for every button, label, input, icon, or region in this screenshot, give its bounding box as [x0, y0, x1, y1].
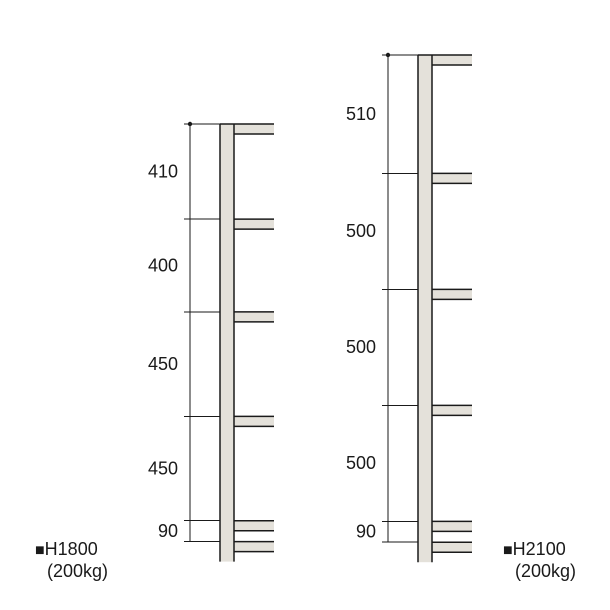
- shelf-fill: [432, 289, 472, 299]
- dimension-label: 500: [346, 337, 376, 357]
- shelf-fill: [234, 521, 274, 531]
- post-fill: [418, 55, 432, 562]
- shelf-fill: [234, 219, 274, 229]
- dimension-label: 410: [148, 161, 178, 181]
- model-label: ■H2100(200kg): [503, 539, 576, 581]
- model-label: ■H1800(200kg): [35, 539, 108, 581]
- dimension-label: 450: [148, 458, 178, 478]
- svg-text:(200kg): (200kg): [47, 561, 108, 581]
- shelf-fill: [432, 55, 472, 65]
- shelf-fill: [234, 542, 274, 552]
- dimension-label: 90: [158, 521, 178, 541]
- shelf-fill: [432, 405, 472, 415]
- shelf-fill: [234, 124, 274, 134]
- dimension-label: 450: [148, 354, 178, 374]
- svg-text:■H1800: ■H1800: [35, 539, 98, 559]
- dimension-label: 400: [148, 255, 178, 275]
- dimension-label: 500: [346, 453, 376, 473]
- shelf-fill: [432, 542, 472, 552]
- shelving-diagram: 4104004504509051050050050090■H1800(200kg…: [0, 0, 610, 610]
- dimension-label: 510: [346, 104, 376, 124]
- dimension-label: 500: [346, 221, 376, 241]
- dimension-label: 90: [356, 522, 376, 542]
- shelf-fill: [234, 416, 274, 426]
- post-fill: [220, 124, 234, 562]
- shelf-fill: [432, 173, 472, 183]
- shelf-fill: [234, 312, 274, 322]
- shelf-fill: [432, 521, 472, 531]
- svg-text:(200kg): (200kg): [515, 561, 576, 581]
- svg-text:■H2100: ■H2100: [503, 539, 566, 559]
